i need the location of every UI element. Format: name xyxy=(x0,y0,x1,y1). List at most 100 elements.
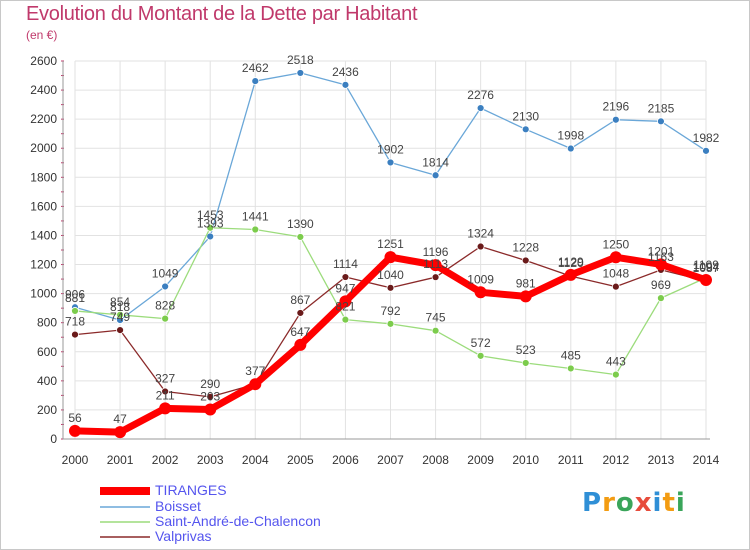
data-label: 818 xyxy=(110,300,130,314)
data-label: 56 xyxy=(68,411,82,425)
data-point xyxy=(386,283,395,292)
data-label: 290 xyxy=(200,377,220,391)
data-point xyxy=(700,273,712,286)
data-label: 1998 xyxy=(557,129,584,143)
data-label: 749 xyxy=(110,310,130,324)
logo-letter: o xyxy=(615,488,635,518)
data-point xyxy=(611,115,620,124)
y-tick-label: 2400 xyxy=(30,83,57,97)
data-label: 1982 xyxy=(693,131,720,145)
data-point xyxy=(116,310,124,319)
x-tick-label: 2012 xyxy=(603,453,630,467)
logo-letter: x xyxy=(634,488,653,518)
data-label: 211 xyxy=(156,388,175,402)
data-label: 792 xyxy=(380,304,400,318)
data-label: 2462 xyxy=(242,61,269,75)
data-point xyxy=(564,268,577,281)
data-point xyxy=(566,364,575,373)
logo-letter: i xyxy=(675,488,686,518)
data-point xyxy=(206,223,215,232)
y-tick-label: 600 xyxy=(37,345,57,359)
data-label: 1113 xyxy=(423,257,448,271)
data-point xyxy=(294,338,307,351)
data-label: 203 xyxy=(200,389,220,403)
y-tick-label: 1800 xyxy=(30,170,57,184)
data-point xyxy=(386,319,395,328)
data-point xyxy=(611,370,620,379)
axes: 0 200 400 600 800 1000 1200 1400 1600 1800 2000 220… xyxy=(30,54,719,467)
data-point xyxy=(339,295,352,308)
data-point xyxy=(251,77,260,85)
data-label: 1453 xyxy=(197,208,224,222)
data-point xyxy=(161,387,170,396)
legend-label: TIRANGES xyxy=(155,482,227,498)
data-label: 2518 xyxy=(287,53,314,67)
data-label: 1324 xyxy=(467,227,494,241)
series-group xyxy=(69,69,712,439)
data-point xyxy=(474,286,487,299)
y-tick-label: 2200 xyxy=(30,112,57,126)
data-label: 1251 xyxy=(377,237,404,251)
logo-letter: P xyxy=(582,488,603,518)
y-tick-label: 2000 xyxy=(30,141,57,155)
y-tick-label: 1600 xyxy=(30,199,57,213)
data-label: 947 xyxy=(335,281,355,295)
data-point xyxy=(296,69,305,77)
data-label: 1228 xyxy=(512,240,539,254)
chart-title: Evolution du Montant de la Dette par Hab… xyxy=(26,3,418,25)
data-label: 572 xyxy=(471,336,491,350)
data-point xyxy=(206,232,215,241)
data-label: 1048 xyxy=(603,267,630,281)
x-tick-label: 2013 xyxy=(648,453,675,467)
data-label: 443 xyxy=(606,355,626,369)
legend-label: Valprivas xyxy=(155,528,212,544)
data-label: 867 xyxy=(290,293,310,307)
data-label: 1094 xyxy=(693,260,720,274)
y-tick-label: 1400 xyxy=(30,228,57,242)
data-point xyxy=(159,402,172,415)
data-label: 1393 xyxy=(197,216,224,230)
data-label: 821 xyxy=(335,300,355,314)
data-point xyxy=(161,282,170,291)
data-point xyxy=(609,251,622,264)
data-point xyxy=(431,171,440,180)
data-point xyxy=(519,290,532,303)
data-label: 881 xyxy=(65,291,85,305)
grid xyxy=(74,60,707,440)
y-tick-label: 800 xyxy=(37,316,57,330)
data-point xyxy=(386,158,395,167)
data-point xyxy=(249,378,262,391)
legend-label: Saint-André-de-Chalencon xyxy=(155,513,321,529)
data-label: 47 xyxy=(113,412,127,426)
data-label: 969 xyxy=(651,278,671,292)
data-label: 1163 xyxy=(648,250,674,264)
data-point xyxy=(341,80,350,89)
y-tick-label: 200 xyxy=(37,403,57,417)
data-label: 1120 xyxy=(558,256,584,270)
data-label: 1009 xyxy=(467,272,494,286)
y-tick-label: 2600 xyxy=(30,54,57,68)
data-label: 1814 xyxy=(422,155,449,169)
data-point xyxy=(431,273,440,282)
data-label: 1114 xyxy=(333,257,358,271)
data-label: 2185 xyxy=(648,101,675,115)
logo-letter: t xyxy=(662,488,676,518)
data-point xyxy=(476,351,485,360)
proxiti-logo: Proxiti xyxy=(582,488,686,518)
data-point xyxy=(476,242,485,251)
data-point xyxy=(657,294,665,303)
data-label: 1201 xyxy=(648,244,675,258)
y-tick-label: 1000 xyxy=(30,287,57,301)
data-point xyxy=(702,146,710,155)
data-label: 1129 xyxy=(558,255,584,269)
data-point xyxy=(611,282,620,291)
x-tick-label: 2011 xyxy=(558,453,584,467)
data-label: 1109 xyxy=(693,258,719,272)
x-tick-label: 2004 xyxy=(242,453,269,467)
x-tick-label: 2006 xyxy=(332,453,359,467)
data-point xyxy=(654,258,667,271)
x-tick-label: 2010 xyxy=(512,453,539,467)
data-point xyxy=(429,259,442,272)
chart-subtitle: (en €) xyxy=(26,28,58,42)
